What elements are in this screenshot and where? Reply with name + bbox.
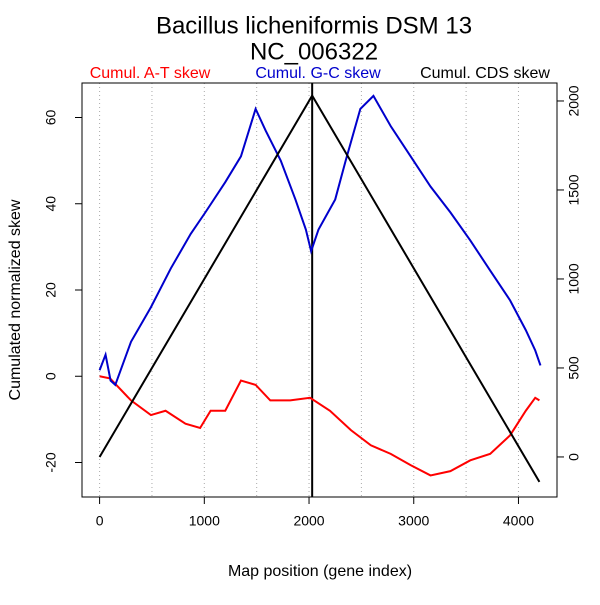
y-tick-label: 0: [43, 372, 59, 380]
x-tick-label: 0: [96, 513, 104, 529]
legend-entry: Cumul. A-T skew: [90, 65, 211, 82]
y-tick-label: 40: [43, 196, 59, 212]
legend-entry: Cumul. G-C skew: [255, 65, 381, 82]
x-tick-label: 2000: [293, 513, 324, 529]
y-tick-label: 60: [43, 110, 59, 126]
y-axis-label: Cumulated normalized skew: [7, 199, 24, 400]
legend-entry: Cumul. CDS skew: [420, 65, 550, 82]
x-axis-label: Map position (gene index): [228, 563, 412, 580]
series-line: [98, 94, 542, 387]
chart-subtitle: NC_006322: [250, 38, 378, 65]
y-tick-label: 20: [43, 282, 59, 298]
y2-tick-label: 2000: [566, 85, 582, 116]
x-tick-label: 3000: [398, 513, 429, 529]
chart-title: Bacillus licheniformis DSM 13: [156, 12, 472, 39]
y-tick-label: -20: [43, 452, 59, 472]
y2-tick-label: 1500: [566, 174, 582, 205]
series-line: [99, 375, 540, 477]
y2-tick-label: 1000: [566, 263, 582, 294]
y2-tick-label: 0: [566, 453, 582, 461]
x-tick-label: 1000: [189, 513, 220, 529]
series-line: [98, 93, 541, 483]
y2-tick-label: 500: [566, 356, 582, 380]
x-tick-label: 4000: [503, 513, 534, 529]
